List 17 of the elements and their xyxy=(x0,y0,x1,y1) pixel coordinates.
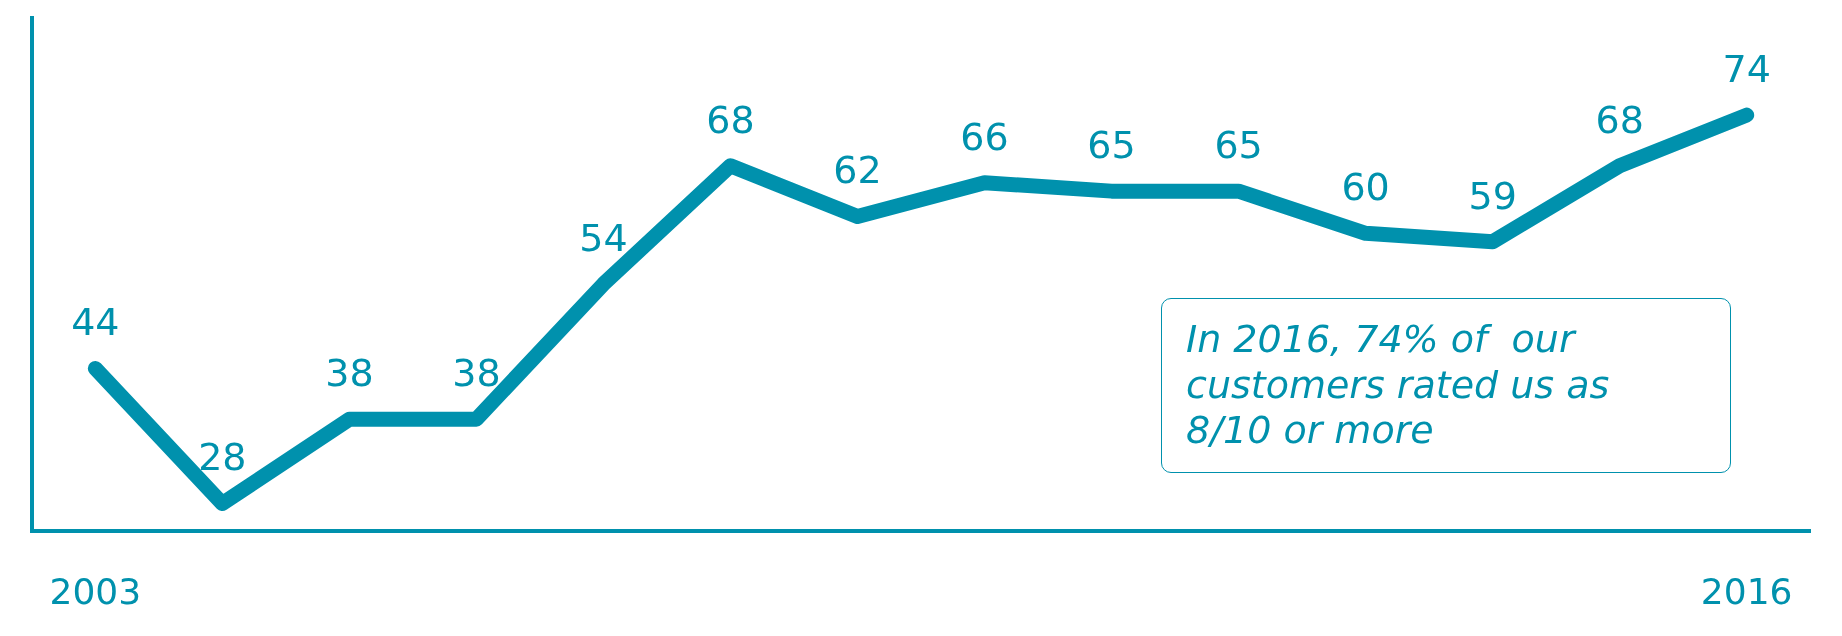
data-label: 62 xyxy=(833,148,882,193)
data-label: 54 xyxy=(579,215,628,260)
data-label: 60 xyxy=(1341,165,1390,210)
data-label: 59 xyxy=(1468,173,1517,218)
data-label: 74 xyxy=(1722,47,1771,91)
x-tick-label: 2016 xyxy=(1700,570,1793,612)
data-label: 38 xyxy=(325,351,374,396)
data-label: 38 xyxy=(452,351,501,396)
data-label: 68 xyxy=(706,97,755,142)
data-label: 44 xyxy=(71,300,120,345)
x-tick-label: 2003 xyxy=(49,570,142,612)
annotation: In 2016, 74% of our customers rated us as 8/10 or more xyxy=(1161,298,1731,473)
data-label: 65 xyxy=(1214,123,1263,167)
data-label: 65 xyxy=(1087,123,1136,167)
data-label: 28 xyxy=(198,435,247,480)
data-label: 66 xyxy=(960,114,1009,159)
data-label: 68 xyxy=(1595,97,1644,142)
